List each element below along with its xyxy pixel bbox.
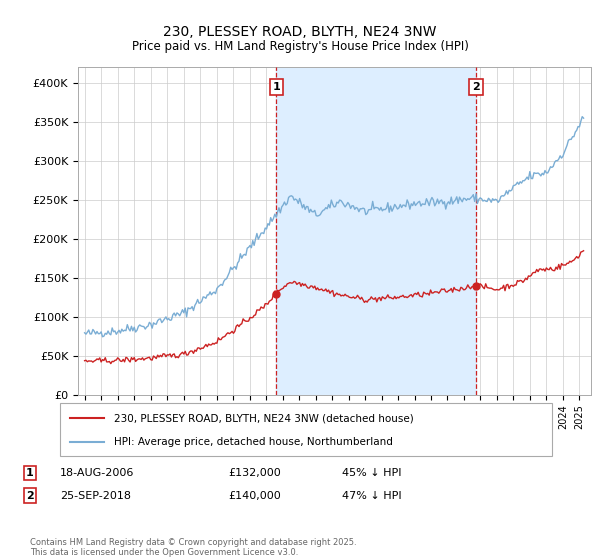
Text: 1: 1 [26, 468, 34, 478]
Bar [277, 67, 476, 395]
Text: 230, PLESSEY ROAD, BLYTH, NE24 3NW: 230, PLESSEY ROAD, BLYTH, NE24 3NW [163, 25, 437, 39]
Text: 2: 2 [26, 491, 34, 501]
Text: 1: 1 [272, 82, 280, 92]
Text: 2: 2 [472, 82, 480, 92]
Text: 47% ↓ HPI: 47% ↓ HPI [342, 491, 401, 501]
Text: 25-SEP-2018: 25-SEP-2018 [60, 491, 131, 501]
Text: HPI: Average price, detached house, Northumberland: HPI: Average price, detached house, Nort… [114, 436, 393, 446]
Text: 45% ↓ HPI: 45% ↓ HPI [342, 468, 401, 478]
Text: 230, PLESSEY ROAD, BLYTH, NE24 3NW (detached house): 230, PLESSEY ROAD, BLYTH, NE24 3NW (deta… [114, 413, 414, 423]
Text: 18-AUG-2006: 18-AUG-2006 [60, 468, 134, 478]
FancyBboxPatch shape [60, 403, 552, 456]
Text: Contains HM Land Registry data © Crown copyright and database right 2025.
This d: Contains HM Land Registry data © Crown c… [30, 538, 356, 557]
Text: £140,000: £140,000 [228, 491, 281, 501]
Text: Price paid vs. HM Land Registry's House Price Index (HPI): Price paid vs. HM Land Registry's House … [131, 40, 469, 53]
Text: £132,000: £132,000 [228, 468, 281, 478]
